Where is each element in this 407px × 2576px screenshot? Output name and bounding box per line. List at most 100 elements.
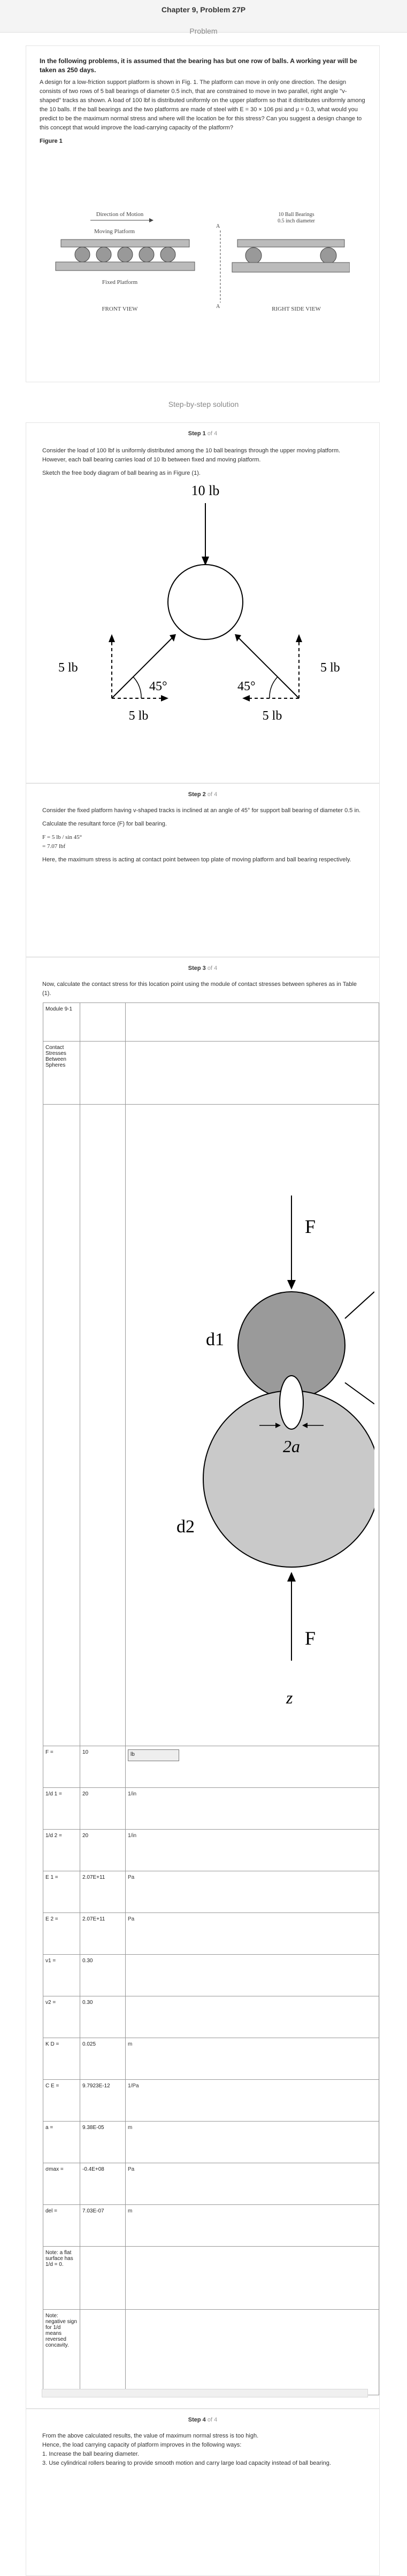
step-2-text: Consider the fixed platform having v-sha…: [42, 807, 361, 814]
row-label: K D =: [43, 2038, 80, 2080]
fig-direction: Direction of Motion: [96, 211, 144, 218]
fbd-left-horizontal: 5 lb: [129, 709, 149, 723]
row-label: ν1 =: [43, 1954, 80, 1996]
row-unit: Pa: [128, 2166, 135, 2172]
row-value: 2.07E+11: [80, 1871, 126, 1913]
module-row: K D = 0.025 m: [43, 2038, 379, 2080]
step-4-list-1: 1. Increase the ball bearing diameter.: [42, 2451, 140, 2457]
row-value: 0.30: [80, 1996, 126, 2038]
row-value: 20: [80, 1787, 126, 1830]
fig-fixed: Fixed Platform: [102, 279, 138, 286]
figure-label: Figure 1: [40, 138, 63, 144]
row-value: 0.30: [80, 1954, 126, 1996]
step-2-text-3: Here, the maximum stress is acting at co…: [42, 857, 351, 863]
note-negative: Note: negative sign for 1/d means revers…: [43, 2309, 80, 2395]
step-4-text: From the above calculated results, the v…: [42, 2433, 259, 2439]
fig-bearings: 10 Ball Bearings: [278, 212, 314, 218]
module-row: 1/d 1 = 20 1/in: [43, 1787, 379, 1830]
header-bar: Chapter 9, Problem 27P Problem: [0, 0, 407, 35]
row-value: 9.38E-05: [80, 2121, 126, 2163]
module-name: Module 9-1: [43, 1002, 80, 1042]
contact-stress-module: Module 9-1 Contact Stresses Between Sphe…: [43, 1002, 380, 2395]
fig-balls: [74, 246, 176, 263]
diagram-2a: 2a: [283, 1437, 300, 1456]
spheres-diagram: F d1 d2 2a F z: [176, 1196, 380, 1707]
row-label: σmax =: [43, 2163, 80, 2205]
note-flat: Note: a flat surface has 1/d = 0.: [43, 2246, 80, 2310]
row-label: a =: [43, 2121, 80, 2163]
step-4-card: Step 4 of 4 From the above calculated re…: [26, 2409, 380, 2576]
module-row: a = 9.38E-05 m: [43, 2121, 379, 2163]
module-row: E 2 = 2.07E+11 Pa: [43, 1912, 379, 1955]
row-value: -0.4E+08: [80, 2163, 126, 2205]
row-value: 2.07E+11: [80, 1912, 126, 1955]
row-label: del =: [43, 2204, 80, 2247]
fbd-right-vertical: 5 lb: [320, 661, 340, 675]
problem-card: In the following problems, it is assumed…: [26, 45, 380, 382]
step-2-head: Step 2 of 4: [188, 791, 218, 798]
unit-select[interactable]: lb: [128, 1749, 179, 1761]
problem-body: A design for a low-friction support plat…: [40, 79, 365, 131]
fig-dia: 0.5 inch diameter: [278, 218, 315, 224]
module-row: C E = 9.7923E-12 1/Pa: [43, 2079, 379, 2122]
diagram-F-top: F: [305, 1216, 316, 1237]
diagram-F-bottom: F: [305, 1628, 316, 1649]
step-2-equation: F = 5 lb / sin 45° = 7.07 lbf: [42, 834, 82, 850]
module-row: 1/d 2 = 20 1/in: [43, 1829, 379, 1871]
fig-right-view: RIGHT SIDE VIEW: [272, 306, 321, 312]
svg-text:A: A: [216, 223, 220, 229]
free-body-diagram: 10 lb 45° 45° 5 lb 5 lb 5 lb 5 lb: [58, 483, 340, 723]
row-label: 1/d 1 =: [43, 1787, 80, 1830]
fbd-angle-right: 45°: [237, 680, 256, 693]
step-4-head: Step 4 of 4: [188, 2417, 218, 2423]
fig-moving: Moving Platform: [94, 228, 135, 235]
horizontal-scrollbar[interactable]: [42, 2389, 368, 2397]
fbd-angle-left: 45°: [149, 680, 167, 693]
svg-text:A: A: [216, 304, 220, 310]
step-4-text-2: Hence, the load carrying capacity of pla…: [42, 2442, 242, 2448]
row-unit: 1/in: [128, 1833, 137, 1839]
diagram-d1: d1: [206, 1330, 224, 1349]
fbd-top-load: 10 lb: [191, 483, 220, 498]
step-1-text: Consider the load of 100 lbf is uniforml…: [42, 448, 341, 463]
row-label: E 1 =: [43, 1871, 80, 1913]
row-unit: 1/in: [128, 1791, 137, 1797]
step-3-head: Step 3 of 4: [188, 965, 218, 971]
page-title: Chapter 9, Problem 27P: [161, 5, 246, 14]
module-row: del = 7.03E-07 m: [43, 2204, 379, 2247]
step-1-card: Step 1 of 4 Consider the load of 100 lbf…: [26, 422, 380, 783]
module-row: ν1 = 0.30: [43, 1954, 379, 1996]
module-row: σmax = -0.4E+08 Pa: [43, 2163, 379, 2205]
fbd-left-vertical: 5 lb: [58, 661, 78, 675]
row-unit: m: [128, 2208, 133, 2214]
row-label: F =: [43, 1746, 80, 1788]
step-by-step-title: Step-by-step solution: [168, 400, 239, 408]
step-2-card: Step 2 of 4 Consider the fixed platform …: [26, 783, 380, 957]
row-value: 20: [80, 1829, 126, 1871]
row-label: E 2 =: [43, 1912, 80, 1955]
diagram-z: z: [286, 1688, 293, 1707]
row-value: 7.03E-07: [80, 2204, 126, 2247]
fbd-right-horizontal: 5 lb: [263, 709, 282, 723]
problem-label: Problem: [189, 27, 218, 35]
row-unit: Pa: [128, 1875, 135, 1880]
fig-front-view: FRONT VIEW: [102, 306, 138, 312]
step-4-list-2: 3. Use cylindrical rollers bearing to pr…: [42, 2460, 331, 2466]
row-label: ν2 =: [43, 1996, 80, 2038]
row-label: 1/d 2 =: [43, 1829, 80, 1871]
row-value: 9.7923E-12: [80, 2079, 126, 2122]
problem-lead: In the following problems, it is assumed…: [40, 57, 357, 74]
step-1-text-2: Sketch the free body diagram of ball bea…: [42, 470, 201, 476]
module-title: Contact Stresses Between Spheres: [43, 1041, 80, 1105]
row-unit: m: [128, 2041, 133, 2047]
row-unit: 1/Pa: [128, 2083, 139, 2089]
row-value[interactable]: 10: [80, 1746, 126, 1788]
step-3-text: Now, calculate the contact stress for th…: [42, 981, 357, 997]
module-row: E 1 = 2.07E+11 Pa: [43, 1871, 379, 1913]
step-1-head: Step 1 of 4: [188, 430, 218, 437]
diagram-d2: d2: [176, 1517, 195, 1537]
row-label: C E =: [43, 2079, 80, 2122]
row-value: 0.025: [80, 2038, 126, 2080]
row-unit: Pa: [128, 1916, 135, 1922]
module-row: ν2 = 0.30: [43, 1996, 379, 2038]
